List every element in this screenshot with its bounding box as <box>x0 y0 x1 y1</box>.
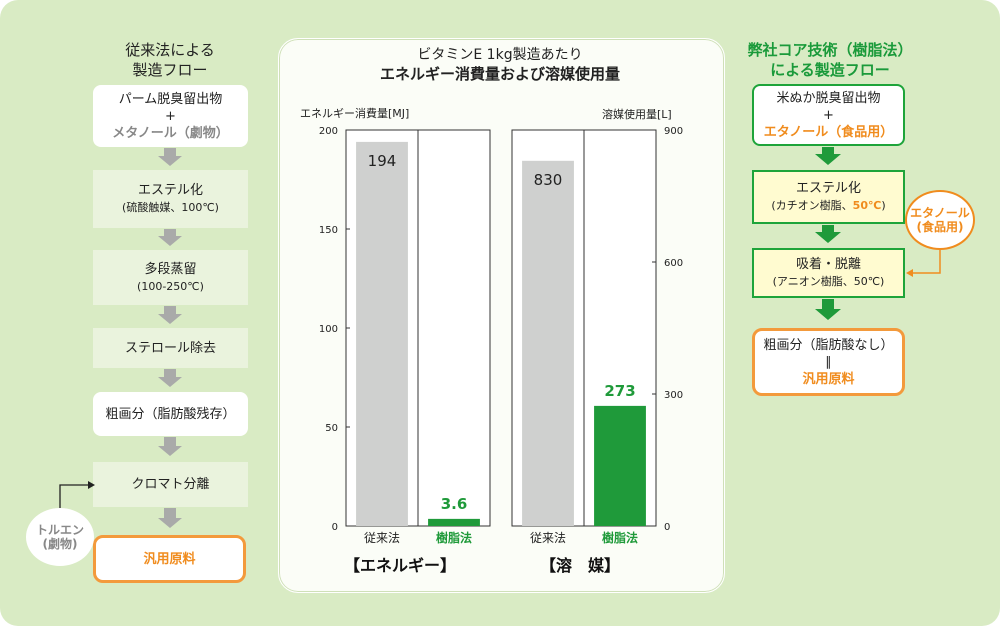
left-flow-title: 従来法による 製造フロー <box>80 40 260 80</box>
left-step-5-line1: 粗画分（脂肪酸残存） <box>105 406 236 422</box>
chart-title-line2: エネルギー消費量および溶媒使用量 <box>379 65 620 83</box>
right-flow-title-line2: による製造フロー <box>770 61 890 79</box>
right-step-1-line1: 米ぬか脱臭留出物 <box>776 90 881 106</box>
left-step-raw-material: パーム脱臭留出物 + メタノール（劇物） <box>93 85 248 147</box>
chart-panel-title: ビタミンE 1kg製造あたり エネルギー消費量および溶媒使用量 <box>300 46 700 84</box>
ethanol-feed-arrow-icon <box>913 250 941 274</box>
gray-down-arrow-icon <box>158 369 182 387</box>
solvent-value-label: 273 <box>604 382 635 400</box>
ethanol-input-circle: エタノール (食品用) <box>905 190 975 250</box>
right-step-product: 粗画分（脂肪酸なし） ∥ 汎用原料 <box>752 328 905 396</box>
energy-axis-label: エネルギー消費量[MJ] <box>300 107 410 120</box>
left-step-esterification: エステル化 (硫酸触媒、100℃) <box>93 170 248 228</box>
left-step-3-line2: (100-250℃) <box>137 279 204 293</box>
energy-tick-label: 0 <box>332 522 338 533</box>
solvent-tick-label: 600 <box>664 258 683 269</box>
energy-tick-label: 100 <box>319 324 338 335</box>
right-step-1-line3: エタノール（食品用） <box>763 124 894 140</box>
ethanol-line1: エタノール <box>910 206 970 220</box>
right-step-1-line2: + <box>823 107 834 123</box>
energy-category-label: 樹脂法 <box>436 530 472 545</box>
gray-down-arrow-icon <box>158 437 182 456</box>
left-step-3-line1: 多段蒸留 <box>144 261 197 277</box>
right-step-adsorption: 吸着・脱離 (アニオン樹脂、50℃) <box>752 248 905 298</box>
right-step-3-line1: 吸着・脱離 <box>795 257 861 272</box>
left-flow-title-line1: 従来法による <box>125 41 215 59</box>
left-step-sterol-removal: ステロール除去 <box>93 328 248 368</box>
toluene-line2: (劇物) <box>42 537 78 551</box>
energy-bar-conventional <box>356 141 408 526</box>
solvent-tick-label: 300 <box>664 390 683 401</box>
left-step-chromatography: クロマト分離 <box>93 462 248 507</box>
right-step-4-line1: 粗画分（脂肪酸なし） <box>763 337 894 353</box>
energy-tick-label: 150 <box>319 225 338 236</box>
right-flow-title-line1: 弊社コア技術（樹脂法） <box>747 41 913 59</box>
gray-down-arrow-icon <box>158 148 182 166</box>
gray-down-arrow-icon <box>158 229 182 246</box>
solvent-bar-conventional <box>522 160 574 527</box>
solvent-value-label: 830 <box>534 171 563 189</box>
left-step-2-line2: (硫酸触媒、100℃) <box>122 201 219 214</box>
chart-title-line1: ビタミンE 1kg製造あたり <box>417 47 583 63</box>
energy-tick-label: 200 <box>319 126 338 137</box>
energy-category-label: 従来法 <box>364 531 400 545</box>
solvent-axis-label: 溶媒使用量[L] <box>602 108 672 121</box>
energy-bar-resin <box>428 518 480 526</box>
green-down-arrow-icon <box>815 147 841 165</box>
ethanol-line2: (食品用) <box>916 220 964 234</box>
left-flow-title-line2: 製造フロー <box>132 61 208 79</box>
left-step-1-line3: メタノール（劇物） <box>112 125 229 141</box>
right-flow-title: 弊社コア技術（樹脂法） による製造フロー <box>730 40 930 80</box>
left-step-crude-fraction: 粗画分（脂肪酸残存） <box>93 392 248 436</box>
solvent-tick-label: 900 <box>664 126 683 137</box>
green-down-arrow-icon <box>815 225 841 243</box>
gray-down-arrow-icon <box>158 306 182 324</box>
left-step-1-line2: + <box>165 108 176 124</box>
energy-value-label: 194 <box>368 152 397 170</box>
right-step-esterification: エステル化 (カチオン樹脂、50℃) <box>752 170 905 224</box>
right-step-4-line3: 汎用原料 <box>802 371 855 387</box>
right-step-2-line2a: (カチオン樹脂、 <box>771 199 853 212</box>
left-step-6-line1: クロマト分離 <box>131 477 210 492</box>
right-step-2-temp: 50℃ <box>852 199 882 212</box>
left-step-7-line1: 汎用原料 <box>143 551 196 567</box>
gray-down-arrow-icon <box>158 508 182 528</box>
toluene-line1: トルエン <box>35 523 84 537</box>
energy-tick-label: 50 <box>325 423 338 434</box>
left-step-1-line1: パーム脱臭留出物 <box>118 91 223 107</box>
solvent-chart-title: 【溶 媒】 <box>539 556 620 575</box>
solvent-category-label: 樹脂法 <box>602 530 638 545</box>
left-step-product: 汎用原料 <box>93 535 246 583</box>
toluene-feed-arrow-icon <box>59 484 88 512</box>
left-step-distillation: 多段蒸留 (100-250℃) <box>93 250 248 305</box>
energy-chart-title: 【エネルギー】 <box>343 556 456 575</box>
toluene-input-circle: トルエン (劇物) <box>26 508 94 566</box>
green-down-arrow-icon <box>815 299 841 320</box>
right-step-4-line2: ∥ <box>825 354 832 370</box>
solvent-bar-resin <box>594 405 646 526</box>
solvent-tick-label: 0 <box>664 522 670 533</box>
right-step-2-line1: エステル化 <box>795 181 861 196</box>
energy-value-label: 3.6 <box>441 495 468 513</box>
right-step-2-line2c: ) <box>881 199 886 212</box>
solvent-category-label: 従来法 <box>530 531 566 545</box>
left-step-2-line1: エステル化 <box>137 183 203 198</box>
arrowhead-icon <box>906 269 913 277</box>
right-step-3-line2: (アニオン樹脂、50℃) <box>772 275 885 288</box>
right-step-raw-material: 米ぬか脱臭留出物 + エタノール（食品用） <box>752 84 905 146</box>
arrowhead-icon <box>88 481 95 489</box>
left-step-4-line1: ステロール除去 <box>124 340 216 356</box>
